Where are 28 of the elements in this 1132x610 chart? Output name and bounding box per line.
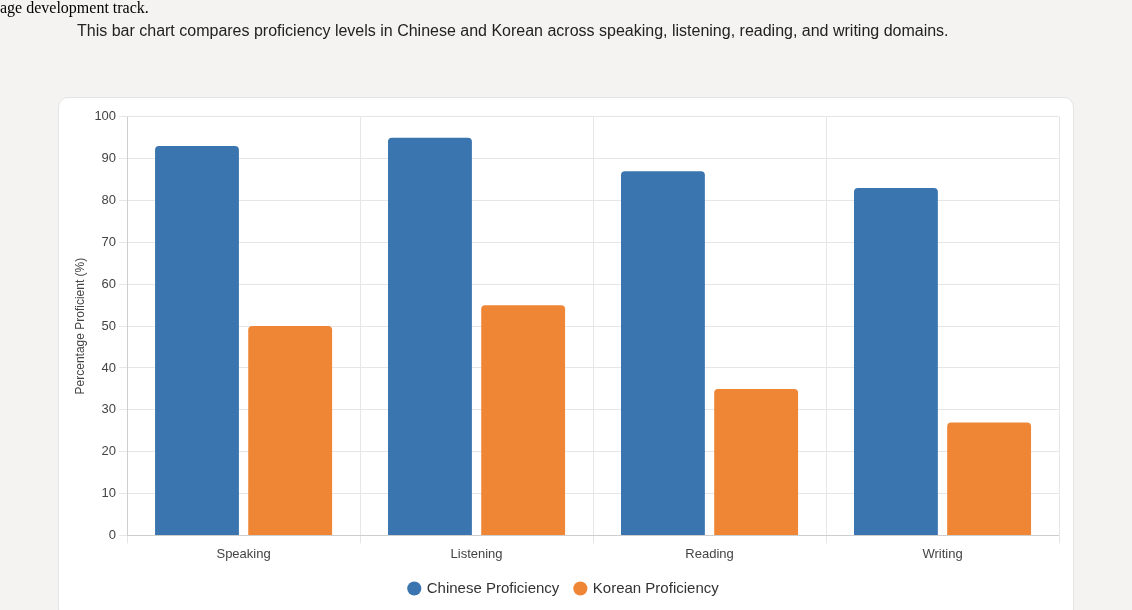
bar [947,422,1032,535]
bar [714,388,799,535]
bar [621,171,705,535]
legend-label: Chinese Proficiency [426,578,560,596]
text: age development track. [0,0,149,16]
y-tick-label: 50 [101,317,117,333]
y-tick-label: 30 [101,401,117,417]
bar [481,305,566,535]
y-tick-label: 90 [101,150,117,166]
y-tick-label: 60 [101,275,117,291]
bar [155,146,239,535]
x-tick-label: Reading [685,545,734,561]
legend-label: Korean Proficiency [592,578,720,596]
y-tick-label: 70 [101,233,117,249]
y-tick-label: 40 [101,359,117,375]
x-tick-label: Writing [922,545,963,561]
bar [248,326,333,535]
x-tick-label: Speaking [216,545,271,561]
bar [853,187,938,535]
bar [388,137,472,535]
y-tick-label: 80 [101,192,117,208]
y-axis-title: Percentage Proficient (%) [72,257,87,395]
chart-subtitle: This bar chart compares proficiency levels in Chinese and Korean across speaking, listening, reading, and writing domains. [77,21,950,41]
y-tick-label: 20 [101,443,117,459]
x-tick-label: Listening [450,545,503,561]
y-tick-label: 10 [101,485,117,501]
y-tick-label: 100 [94,108,117,124]
y-tick-label: 0 [108,526,117,542]
